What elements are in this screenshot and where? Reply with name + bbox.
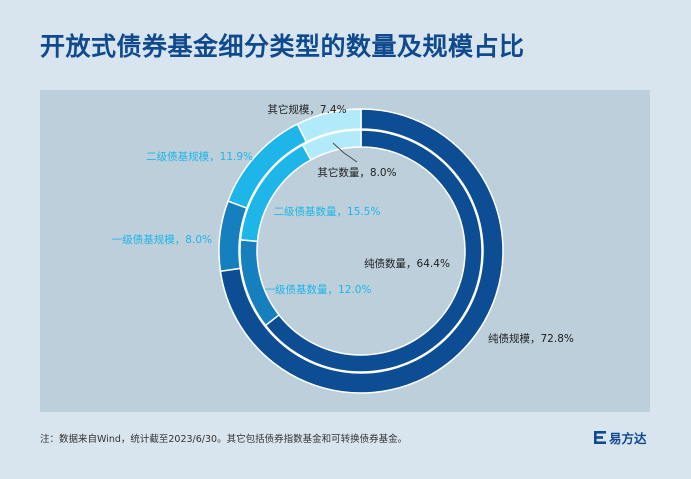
inner-slice-label-纯债: 纯债数量，64.4% bbox=[364, 257, 450, 270]
brand-mark-icon bbox=[594, 431, 606, 444]
inner-slice-label-二级债基: 二级债基数量，15.5% bbox=[274, 205, 381, 218]
inner-slice-label-其它: 其它数量，8.0% bbox=[317, 166, 396, 179]
outer-ring-slice-其它 bbox=[296, 108, 362, 143]
outer-ring-slice-纯债 bbox=[219, 108, 504, 394]
leader-line-inner-other bbox=[332, 142, 358, 163]
inner-ring-slice-其它 bbox=[301, 129, 362, 161]
outer-slice-label-二级债基: 二级债基规模，11.9% bbox=[146, 150, 253, 163]
outer-slice-label-一级债基: 一级债基规模，8.0% bbox=[112, 233, 212, 246]
chart-title: 开放式债券基金细分类型的数量及规模占比 bbox=[40, 32, 525, 61]
footnote: 注：数据来自Wind，统计截至2023/6/30。其它包括债券指数基金和可转换债… bbox=[40, 434, 408, 445]
outer-slice-label-其它: 其它规模，7.4% bbox=[267, 103, 346, 116]
brand-name: 易方达 bbox=[609, 431, 647, 446]
outer-slice-label-纯债: 纯债规模，72.8% bbox=[488, 332, 574, 345]
brand-logo: 易方达 bbox=[594, 428, 647, 447]
inner-slice-label-一级债基: 一级债基数量，12.0% bbox=[265, 283, 372, 296]
